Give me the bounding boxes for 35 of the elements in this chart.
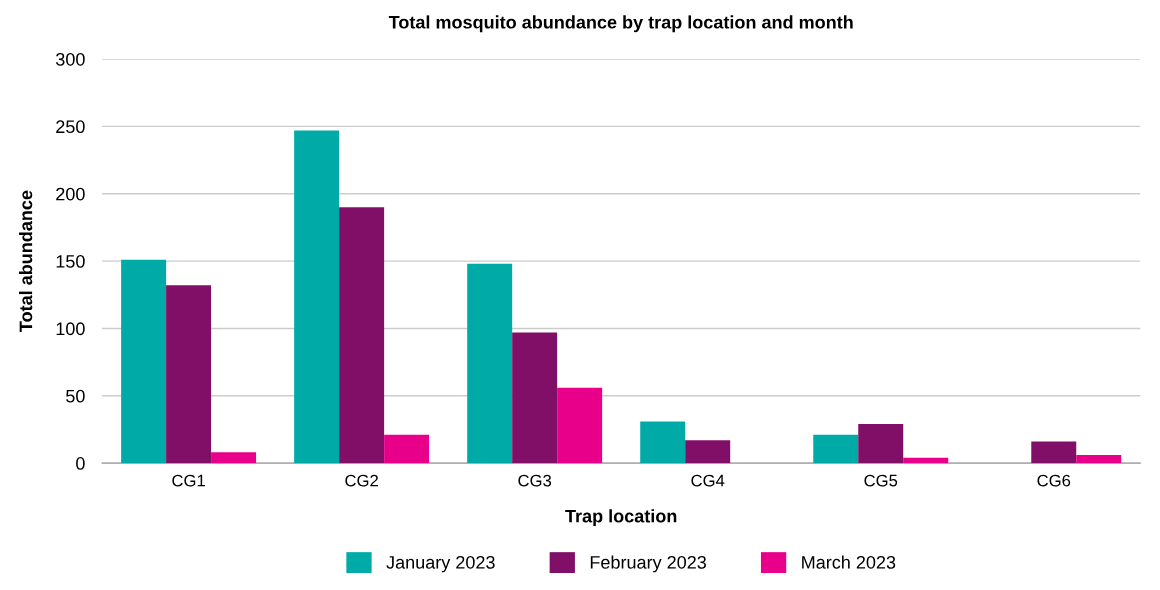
chart-title: Total mosquito abundance by trap location and month: [388, 15, 853, 33]
bar: [640, 421, 686, 464]
bar: [211, 452, 257, 464]
bar: [467, 263, 513, 464]
x-tick-label: CG1: [172, 474, 205, 487]
y-axis-title: Total abundance: [19, 190, 33, 332]
bar: [1076, 455, 1122, 464]
bar: [557, 387, 603, 464]
bar: [1031, 441, 1077, 464]
x-axis-title: Trap location: [565, 509, 677, 527]
x-tick-label: CG3: [518, 474, 552, 487]
bar: [512, 332, 558, 464]
legend-label: February 2023: [590, 555, 706, 573]
y-tick-label: 50: [66, 389, 85, 403]
y-tick-label: 200: [56, 187, 85, 201]
bar: [813, 434, 859, 464]
bar: [166, 285, 212, 464]
y-tick-label: 0: [76, 457, 85, 470]
x-tick-label: CG2: [345, 474, 378, 487]
y-tick-label: 300: [55, 52, 85, 66]
bar: [339, 207, 385, 464]
y-tick-label: 100: [56, 322, 85, 336]
bar: [858, 424, 904, 464]
legend-label: March 2023: [802, 555, 896, 569]
y-tick-label: 150: [56, 255, 85, 268]
x-tick-label: CG5: [864, 474, 898, 487]
bar: [121, 259, 167, 464]
bar: [685, 440, 731, 464]
bar: [294, 130, 340, 464]
y-tick-label: 250: [56, 120, 85, 134]
bar: [384, 434, 430, 464]
x-tick-label: CG4: [691, 474, 725, 487]
bar: [903, 457, 949, 464]
legend-label: January 2023: [386, 555, 495, 573]
x-tick-label: CG6: [1037, 474, 1071, 487]
